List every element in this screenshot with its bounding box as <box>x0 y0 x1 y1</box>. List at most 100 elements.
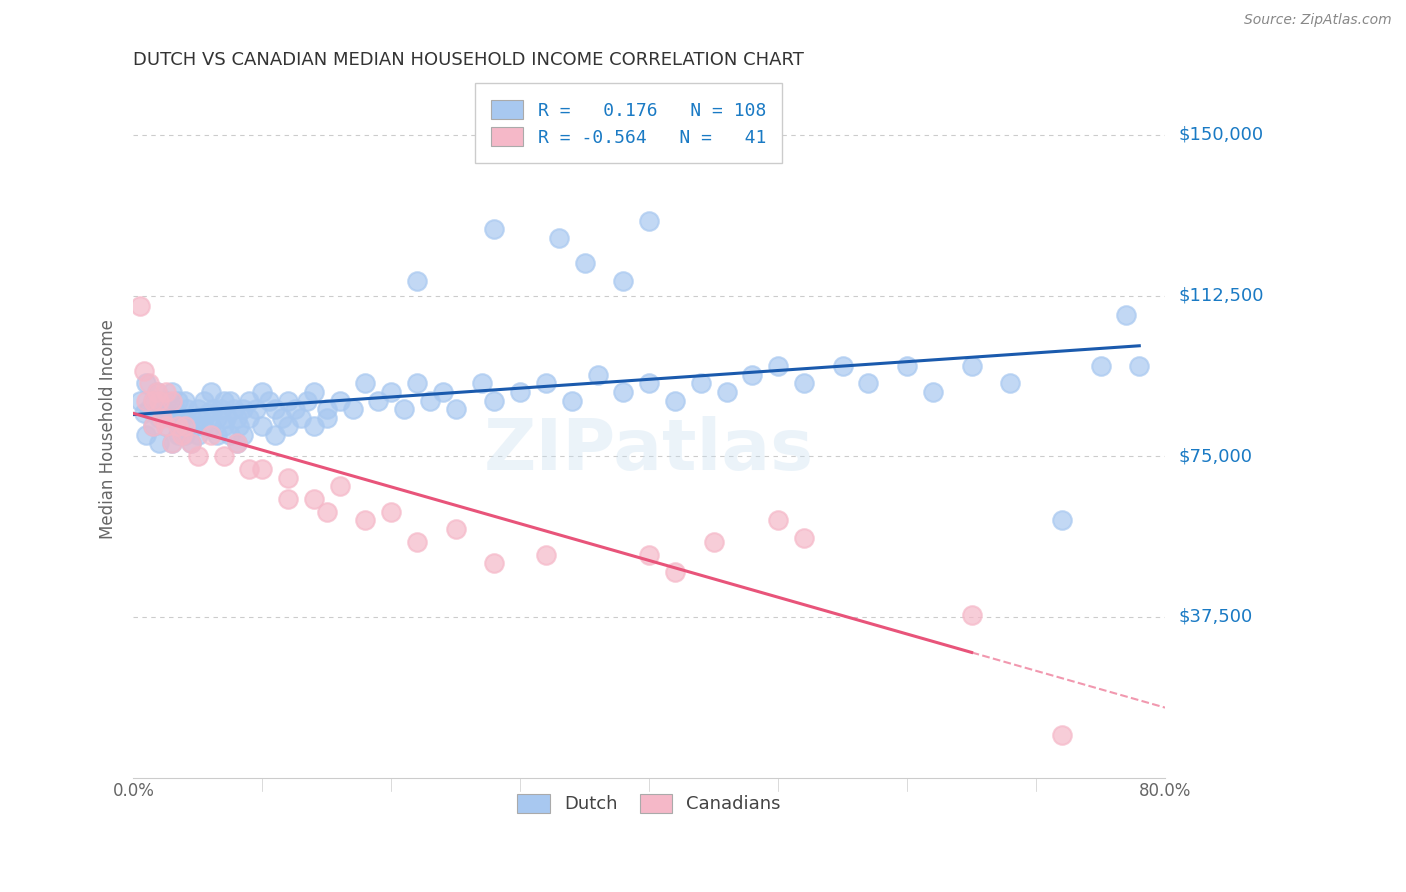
Point <box>132 406 155 420</box>
Point <box>406 535 429 549</box>
Point <box>135 376 157 391</box>
Point <box>180 436 202 450</box>
Point <box>534 548 557 562</box>
Point <box>197 406 219 420</box>
Point <box>184 419 207 434</box>
Point <box>277 470 299 484</box>
Text: $37,500: $37,500 <box>1180 607 1253 626</box>
Point <box>212 419 235 434</box>
Point <box>896 359 918 374</box>
Point <box>142 419 165 434</box>
Point <box>960 359 983 374</box>
Point <box>160 384 183 399</box>
Point <box>484 393 506 408</box>
Point <box>766 514 789 528</box>
Point <box>225 436 247 450</box>
Point <box>302 419 325 434</box>
Point <box>128 393 150 408</box>
Point <box>367 393 389 408</box>
Point <box>232 402 254 417</box>
Point <box>270 410 292 425</box>
Point <box>302 492 325 507</box>
Point <box>509 384 531 399</box>
Point <box>142 393 165 408</box>
Point <box>252 419 274 434</box>
Point <box>444 402 467 417</box>
Point <box>329 479 352 493</box>
Point <box>315 505 337 519</box>
Point <box>612 384 634 399</box>
Point <box>1090 359 1112 374</box>
Point <box>1128 359 1150 374</box>
Point <box>212 393 235 408</box>
Point <box>354 376 377 391</box>
Point <box>277 492 299 507</box>
Point <box>238 462 260 476</box>
Point <box>1050 514 1073 528</box>
Point <box>167 427 190 442</box>
Point <box>638 548 661 562</box>
Point <box>160 436 183 450</box>
Point <box>257 393 280 408</box>
Point <box>160 436 183 450</box>
Point <box>444 522 467 536</box>
Point <box>470 376 492 391</box>
Point <box>209 402 232 417</box>
Point <box>264 402 287 417</box>
Point <box>219 427 242 442</box>
Point <box>135 427 157 442</box>
Point <box>664 565 686 579</box>
Point <box>187 427 209 442</box>
Point <box>664 393 686 408</box>
Point <box>200 427 222 442</box>
Point <box>484 222 506 236</box>
Point <box>167 419 190 434</box>
Point <box>163 402 186 417</box>
Text: ZIPatlas: ZIPatlas <box>484 416 814 485</box>
Point <box>277 419 299 434</box>
Point <box>155 393 177 408</box>
Point <box>167 393 190 408</box>
Point <box>380 505 402 519</box>
Point <box>148 410 170 425</box>
Point <box>187 449 209 463</box>
Point <box>689 376 711 391</box>
Y-axis label: Median Household Income: Median Household Income <box>100 319 117 540</box>
Point <box>432 384 454 399</box>
Point <box>200 419 222 434</box>
Point <box>160 410 183 425</box>
Point <box>145 384 167 399</box>
Point <box>212 449 235 463</box>
Point <box>315 402 337 417</box>
Point <box>174 419 197 434</box>
Point <box>484 557 506 571</box>
Point <box>135 393 157 408</box>
Point <box>297 393 319 408</box>
Point <box>548 231 571 245</box>
Point <box>315 410 337 425</box>
Point <box>180 436 202 450</box>
Point <box>1000 376 1022 391</box>
Point <box>172 410 194 425</box>
Point <box>1050 728 1073 742</box>
Point <box>380 384 402 399</box>
Point <box>283 402 305 417</box>
Point <box>159 406 181 420</box>
Point <box>148 436 170 450</box>
Point <box>793 376 815 391</box>
Point <box>831 359 853 374</box>
Point <box>638 213 661 227</box>
Point <box>142 393 165 408</box>
Point <box>202 402 225 417</box>
Point <box>205 410 228 425</box>
Point <box>174 427 197 442</box>
Point <box>228 419 250 434</box>
Point <box>155 419 177 434</box>
Point <box>922 384 945 399</box>
Point <box>342 402 364 417</box>
Point <box>225 410 247 425</box>
Point <box>128 299 150 313</box>
Point <box>193 393 215 408</box>
Point <box>190 410 212 425</box>
Legend: Dutch, Canadians: Dutch, Canadians <box>506 782 792 824</box>
